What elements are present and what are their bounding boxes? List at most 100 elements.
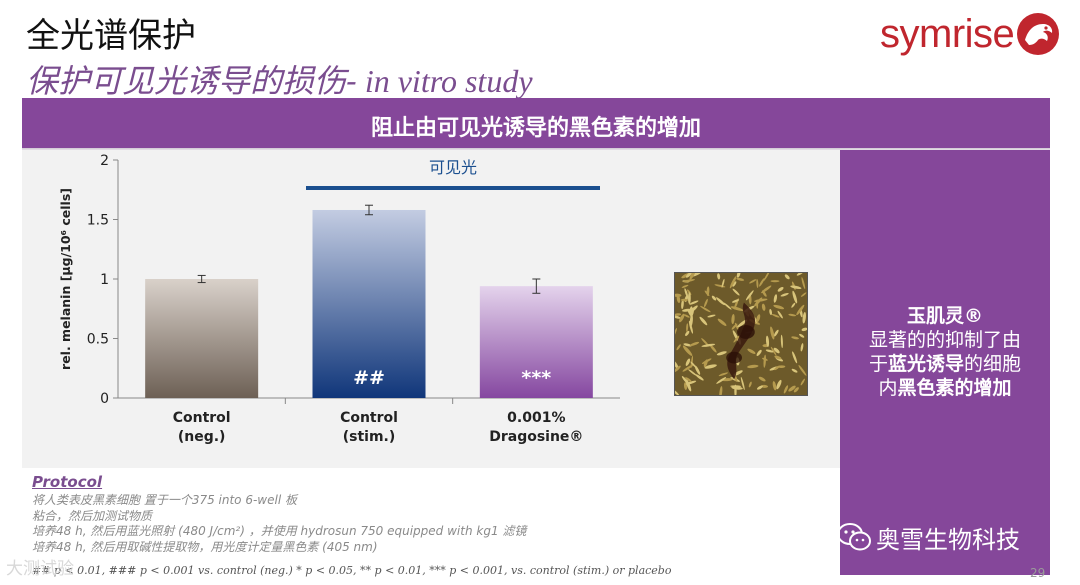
cell-texture [780,334,783,349]
cell-texture [737,319,748,328]
cell-texture [675,328,677,337]
cell-texture [801,277,806,290]
wechat-icon [837,523,871,551]
cell-texture [796,273,805,276]
cell-texture [763,354,767,368]
category-label-line1-2: 0.001% [507,410,565,426]
cell-texture [736,277,745,281]
page-title: 全光谱保护 [26,16,196,56]
cell-texture [704,364,717,369]
banner-title: 阻止由可见光诱导的黑色素的增加 [370,116,701,141]
sidebar-line-4a: 内 [878,377,898,399]
cell-texture [788,313,797,317]
cell-texture [688,369,698,377]
cell-texture [756,385,763,390]
summary-sidebar: 玉肌灵® 显著的的抑制了由 于蓝光诱导的细胞 内黑色素的增加 [840,150,1050,575]
cell-texture [707,314,716,318]
cell-texture [688,292,691,305]
cell-texture [716,297,725,306]
cell-texture [717,273,721,280]
y-tick-label: 0 [100,391,109,407]
cell-texture [675,365,681,373]
protocol-background [22,468,840,576]
sidebar-summary: 玉肌灵® 显著的的抑制了由 于蓝光诱导的细胞 内黑色素的增加 [840,304,1050,400]
cell-texture [719,386,723,395]
cell-texture [801,327,807,332]
cell-texture [721,278,725,288]
watermark: 大测试验 [6,559,74,579]
cell-texture [716,351,727,356]
subtitle-chinese: 保护可见光诱导的损伤- [26,62,357,100]
wechat-account-badge: 奥雪生物科技 [836,520,1048,554]
cell-texture [763,273,771,282]
category-label-line1-1: Control [340,410,398,426]
cell-texture [676,344,681,351]
cell-texture [788,385,796,392]
cell-texture [771,314,780,318]
cell-texture [777,310,783,319]
y-tick-label: 1 [100,272,109,288]
sidebar-line-3a: 于 [868,353,888,375]
protocol-step-4: 培养48 h, 然后用取碱性提取物，用光度计定量黑色素 (405 nm) [32,540,378,554]
cell-texture [773,347,780,354]
cell-texture [686,323,689,333]
sidebar-line-3b: 蓝光诱导 [887,353,964,375]
cell-texture [747,348,756,355]
y-axis-label: rel. melanin [µg/10⁶ cells] [58,188,73,370]
cell-texture [700,305,711,313]
cell-texture [799,333,805,338]
section-banner: 阻止由可见光诱导的黑色素的增加 [22,98,1050,148]
cell-texture [684,288,689,298]
cell-texture [689,341,700,347]
cell-texture [774,365,780,371]
cell-texture [716,377,727,384]
symrise-logo: symrise [880,10,1065,60]
cell-texture [730,385,742,388]
cell-texture [761,303,766,311]
cell-texture [718,372,729,377]
cell-texture [790,285,802,290]
cell-texture [685,379,692,392]
protocol-step-2: 粘合，然后加测试物质 [32,509,153,523]
cell-texture [682,345,693,356]
cell-texture [730,306,744,312]
cell-texture [675,314,681,319]
cell-texture [784,274,790,280]
cell-texture [731,386,743,390]
cell-texture [773,304,785,310]
bar-1 [312,209,426,398]
cell-texture [689,314,693,327]
cell-texture [691,273,703,277]
cell-texture [699,316,708,326]
cell-texture [685,273,692,278]
cell-texture [685,358,691,366]
cell-texture [796,304,805,316]
cell-texture [758,376,766,382]
cell-texture [731,313,735,325]
cell-texture [773,294,778,303]
cell-texture [770,280,780,283]
cell-texture [731,299,740,303]
cell-texture [759,278,765,287]
cell-texture [773,329,779,337]
cell-texture [683,343,692,347]
category-label-line2-1: (stim.) [343,429,396,445]
cell-texture [740,376,745,390]
cell-texture [802,312,806,324]
sidebar-line-4b: 黑色素的增加 [897,377,1012,399]
cell-texture [770,326,775,340]
protocol-title: Protocol [32,473,103,491]
cell-texture [734,322,740,331]
cell-texture [701,343,716,347]
cell-texture [780,292,789,297]
cell-texture [675,313,682,316]
cell-texture [723,302,732,310]
cell-texture [732,281,737,287]
dragon-emblem-icon [1017,13,1059,55]
cell-texture [701,358,712,364]
significance-label-2: *** [521,367,551,389]
category-label-line2-2: Dragosine® [489,429,583,445]
category-label-line1-0: Control [173,410,231,426]
cell-texture [732,288,740,296]
cell-texture [748,381,752,388]
